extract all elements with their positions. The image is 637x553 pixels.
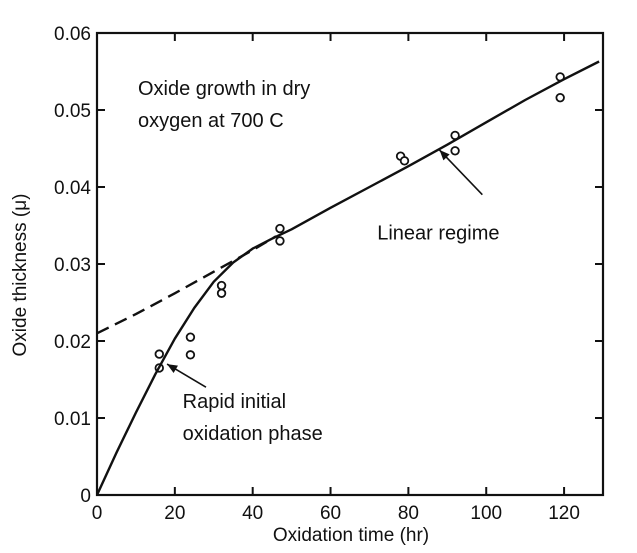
y-axis-title: Oxide thickness (μ) [10, 194, 31, 357]
x-tick-label: 100 [470, 503, 502, 524]
x-tick-label: 60 [320, 503, 341, 524]
annotation-label: Rapid initial [183, 391, 286, 413]
y-tick-label: 0.01 [54, 409, 91, 430]
data-point [555, 92, 565, 103]
plot-frame [95, 31, 605, 497]
data-point [185, 332, 196, 342]
data-point [216, 288, 227, 298]
chart-title: oxygen at 700 C [138, 110, 284, 132]
x-tick-label: 0 [92, 503, 103, 524]
x-tick-label: 20 [164, 503, 185, 524]
chart-title: Oxide growth in dry [138, 78, 310, 100]
data-point [399, 156, 410, 166]
x-axis: 0 20 40 60 80 100 120 [92, 33, 580, 524]
data-point [275, 236, 285, 246]
data-point [216, 280, 227, 291]
annotation-label: oxidation phase [183, 423, 323, 445]
x-axis-title: Oxidation time (hr) [273, 525, 429, 546]
dashed-extrapolation-line [96, 235, 277, 335]
y-tick-label: 0.04 [54, 178, 91, 199]
data-point [154, 349, 164, 359]
annotation-label: Linear regime [377, 222, 499, 244]
fit-curve [95, 60, 600, 496]
y-tick-label: 0.03 [54, 255, 91, 276]
annotation-layer: Linear regime Rapid initial oxidation phas… [166, 149, 500, 445]
annotation-arrowhead [439, 150, 450, 161]
x-tick-label: 40 [242, 503, 263, 524]
y-tick-label: 0.06 [54, 24, 91, 45]
annotation-arrowhead [167, 364, 178, 373]
series-layer [95, 60, 600, 496]
data-point [275, 223, 285, 234]
y-axis: 0 0.01 0.02 0.03 0.04 0.05 0.06 [54, 24, 603, 507]
y-tick-label: 0 [80, 486, 91, 507]
annotation-arrow [438, 149, 483, 196]
x-tick-label: 120 [548, 503, 580, 524]
data-point [450, 146, 460, 156]
x-tick-label: 80 [398, 503, 419, 524]
y-tick-label: 0.02 [54, 332, 91, 353]
data-point [185, 350, 196, 360]
plot-border [95, 31, 605, 497]
y-tick-label: 0.05 [54, 101, 91, 122]
